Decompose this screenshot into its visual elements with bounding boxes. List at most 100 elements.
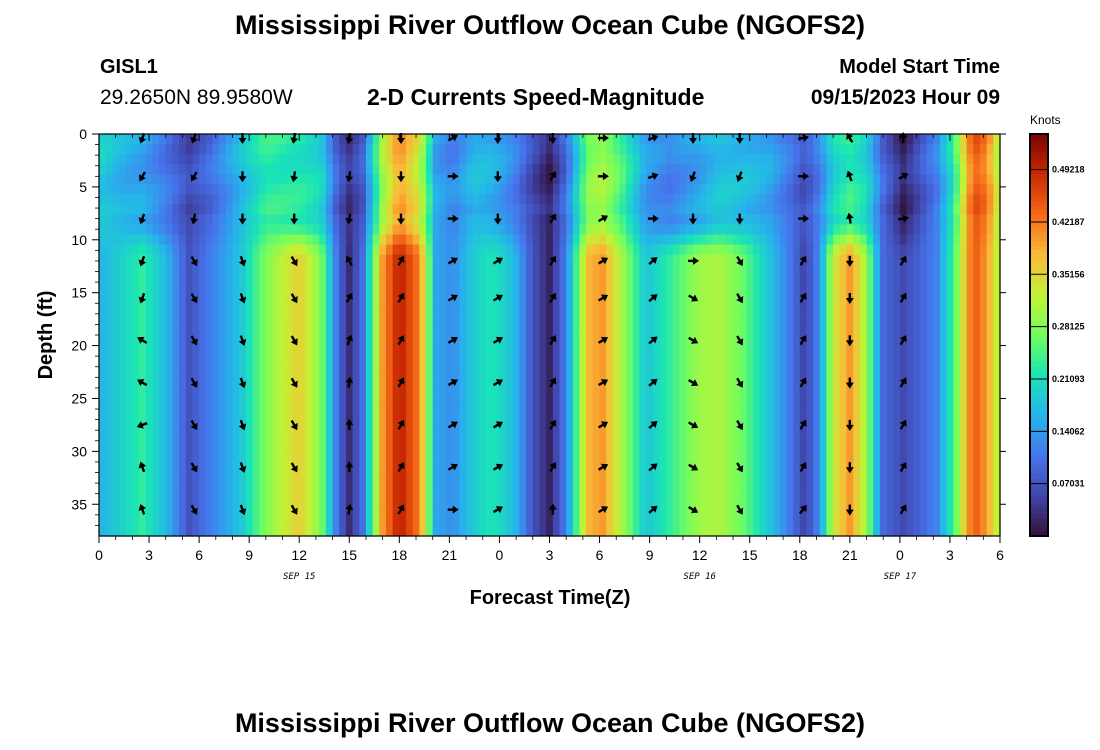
heatmap-cell [265, 375, 274, 386]
heatmap-cell [365, 515, 374, 527]
heatmap-cell [599, 395, 607, 406]
heatmap-cell [325, 485, 334, 497]
heatmap-cell [506, 525, 514, 537]
heatmap-cell [646, 224, 654, 236]
heatmap-cell [245, 264, 254, 276]
heatmap-cell [526, 184, 534, 195]
heatmap-cell [579, 194, 587, 205]
heatmap-cell [119, 204, 127, 215]
heatmap-cell [699, 495, 707, 507]
heatmap-cell [385, 335, 394, 346]
heatmap-cell [119, 184, 127, 195]
heatmap-cell [646, 274, 654, 286]
heatmap-cell [919, 184, 928, 195]
heatmap-cell [199, 335, 207, 346]
heatmap-cell [105, 264, 113, 276]
heatmap-cell [319, 154, 327, 165]
heatmap-cell [539, 184, 547, 195]
heatmap-cell [265, 435, 274, 447]
heatmap-cell [599, 294, 607, 306]
heatmap-cell [239, 284, 247, 296]
heatmap-cell [619, 445, 627, 457]
heatmap-cell [926, 144, 934, 155]
heatmap-cell [412, 194, 420, 205]
heatmap-cell [339, 335, 347, 346]
heatmap-cell [399, 455, 407, 467]
heatmap-cell [552, 415, 561, 427]
heatmap-cell [125, 184, 133, 195]
heatmap-cell [212, 274, 220, 286]
heatmap-cell [606, 355, 614, 366]
heatmap-cell [853, 375, 861, 386]
heatmap-cell [539, 224, 547, 236]
heatmap-cell [179, 345, 187, 356]
heatmap-cell [899, 174, 908, 185]
heatmap-cell [399, 234, 407, 246]
heatmap-cell [713, 314, 721, 326]
heatmap-cell [839, 485, 848, 497]
heatmap-cell [105, 385, 113, 396]
heatmap-cell [893, 375, 901, 386]
heatmap-cell [352, 405, 360, 416]
heatmap-cell [646, 194, 654, 205]
heatmap-cell [873, 515, 881, 527]
heatmap-cell [572, 284, 581, 296]
heatmap-cell [352, 224, 360, 236]
heatmap-cell [466, 234, 474, 246]
heatmap-cell [426, 254, 434, 266]
heatmap-cell [145, 455, 153, 467]
heatmap-cell [185, 415, 194, 427]
heatmap-cell [272, 395, 280, 406]
heatmap-cell [219, 515, 227, 527]
heatmap-cell [472, 314, 481, 326]
heatmap-cell [419, 365, 427, 376]
heatmap-cell [292, 355, 300, 366]
heatmap-cell [699, 254, 707, 266]
heatmap-cell [733, 405, 741, 416]
heatmap-cell [319, 475, 327, 487]
heatmap-cell [159, 224, 167, 236]
heatmap-cell [506, 284, 514, 296]
heatmap-cell [879, 284, 888, 296]
heatmap-cell [899, 355, 908, 366]
heatmap-cell [913, 194, 921, 205]
heatmap-cell [806, 284, 814, 296]
heatmap-cell [559, 324, 567, 336]
heatmap-cell [819, 485, 828, 497]
heatmap-cell [826, 314, 834, 326]
heatmap-cell [272, 355, 280, 366]
heatmap-cell [512, 465, 521, 477]
heatmap-cell [412, 304, 420, 316]
heatmap-cell [119, 475, 127, 487]
heatmap-cell [592, 455, 601, 467]
heatmap-cell [639, 314, 647, 326]
heatmap-cell [379, 224, 387, 236]
heatmap-cell [305, 254, 314, 266]
heatmap-cell [512, 425, 521, 437]
heatmap-cell [913, 244, 921, 256]
heatmap-cell [679, 375, 687, 386]
heatmap-cell [252, 405, 260, 416]
heatmap-cell [379, 355, 387, 366]
heatmap-cell [225, 284, 234, 296]
heatmap-cell [779, 304, 788, 316]
heatmap-cell [713, 365, 721, 376]
heatmap-cell [586, 485, 594, 497]
heatmap-cell [879, 385, 888, 396]
heatmap-cell [245, 324, 254, 336]
heatmap-cell [672, 395, 681, 406]
heatmap-cell [559, 244, 567, 256]
heatmap-cell [859, 345, 868, 356]
heatmap-cell [632, 355, 641, 366]
heatmap-cell [786, 264, 794, 276]
heatmap-cell [546, 304, 554, 316]
heatmap-cell [452, 264, 460, 276]
heatmap-cell [199, 284, 207, 296]
heatmap-cell [559, 254, 567, 266]
heatmap-cell [499, 154, 507, 165]
heatmap-cell [612, 525, 621, 537]
heatmap-cell [406, 294, 414, 306]
heatmap-cell [859, 154, 868, 165]
heatmap-cell [185, 204, 194, 215]
heatmap-cell [532, 395, 541, 406]
